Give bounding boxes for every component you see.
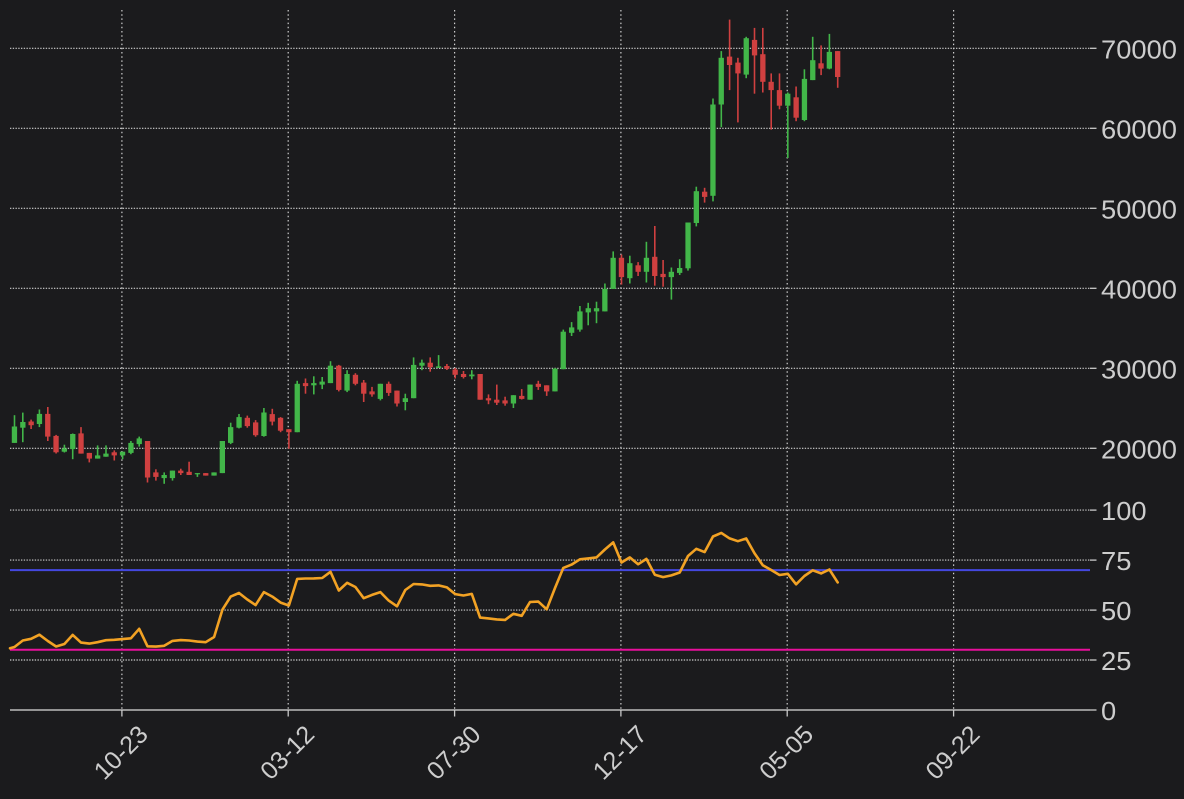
- svg-text:50000: 50000: [1101, 194, 1177, 224]
- svg-text:60000: 60000: [1101, 114, 1177, 144]
- svg-text:25: 25: [1101, 646, 1131, 676]
- svg-text:75: 75: [1101, 546, 1131, 576]
- svg-text:40000: 40000: [1101, 274, 1177, 304]
- svg-text:100: 100: [1101, 496, 1147, 526]
- svg-text:70000: 70000: [1101, 34, 1177, 64]
- svg-text:20000: 20000: [1101, 434, 1177, 464]
- svg-text:0: 0: [1101, 696, 1116, 726]
- svg-text:30000: 30000: [1101, 354, 1177, 384]
- svg-text:50: 50: [1101, 596, 1131, 626]
